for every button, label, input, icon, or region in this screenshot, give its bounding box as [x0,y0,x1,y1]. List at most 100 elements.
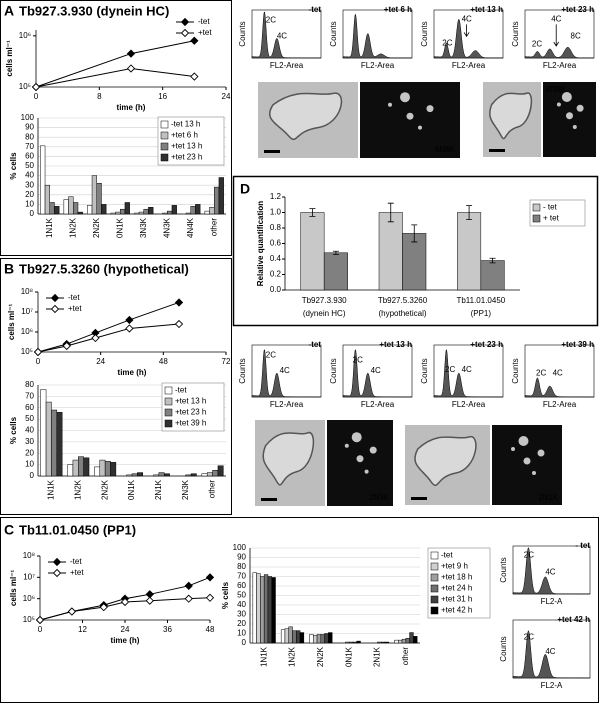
y-tick-label: 0.0 [270,285,282,294]
stained-spot [572,125,577,129]
y-tick-label: 0.8 [270,223,282,232]
y-tick-label: 60 [25,403,34,412]
data-point [174,298,184,307]
cell-outline [268,92,343,141]
legend-label: +tet 6 h [171,131,198,140]
stained-spot [426,105,434,113]
y-tick-label: 80 [25,132,34,141]
bar [256,573,261,644]
legend-label: +tet 24 h [441,584,472,593]
bar [377,641,382,644]
fluorescence-image [360,82,460,158]
legend-swatch [430,595,439,604]
x-tick-label: 0 [38,625,43,634]
bar [44,184,50,215]
legend-swatch [532,214,541,223]
bar [345,641,350,644]
bar [45,401,52,477]
peak-label: 2C [524,633,534,642]
y-tick-label: 10⁸ [23,551,35,560]
y-axis-label: % cells [9,416,18,444]
bar [323,252,348,291]
y-tick-label: 0.4 [270,254,282,263]
bar [263,574,269,644]
histogram-x-label: FL2-A [541,597,563,606]
x-tick-label: 3N3K [139,217,148,238]
micrograph-label: 6N6K [435,145,456,154]
bar [218,177,224,215]
bar [143,208,149,215]
error-bar [309,208,316,217]
bar [158,472,165,477]
x-tick-label: 2N2K [92,217,101,238]
micrograph-label: 2N3K [369,493,390,502]
bar [131,473,138,477]
bar [217,465,224,477]
legend-frame [157,116,225,166]
x-tick-label: 2N1K [373,646,382,667]
x-tick-label: 4N4K [186,217,195,238]
data-point [190,72,199,81]
stained-spot [356,455,364,463]
stained-spot [518,436,529,446]
stained-spot [418,125,422,130]
legend-label: +tet [70,568,84,577]
y-tick-label: 30 [25,180,34,189]
y-tick-label: 20 [237,619,246,628]
y-tick-label: 60 [25,152,34,161]
stained-spot [351,432,362,443]
y-tick-label: 70 [25,391,34,400]
bar [212,470,219,477]
x-tick-sublabel: (hypothetical) [378,309,426,318]
y-tick-label: 50 [25,414,34,423]
legend-frame [161,382,225,432]
bar [126,474,133,477]
histogram-y-label: Counts [329,21,338,46]
legend-label: -tet [70,557,82,566]
scale-bar [489,149,505,152]
histogram-title: +tet 13 h [470,5,503,14]
y-tick-label: 1.2 [270,192,282,201]
y-tick-label: 40 [25,426,34,435]
bar [185,212,192,215]
x-tick-label: 0 [36,357,41,366]
histogram-y-label: Counts [329,358,338,383]
peak-label: 2C [536,369,546,378]
bar [96,183,102,215]
peak-label: 4C [553,369,563,378]
data-point [31,82,41,92]
x-axis-label: time (h) [118,368,147,377]
bar [409,632,414,644]
y-tick-label: 10⁵ [19,82,31,91]
y-axis-label: cells ml⁻¹ [5,40,14,77]
legend-label: +tet 31 h [441,595,472,604]
bar [328,632,333,644]
bar [309,634,314,644]
x-tick-label: 24 [222,92,231,101]
y-tick-label: 30 [25,437,34,446]
legend-marker [52,557,62,567]
histogram-x-label: FL2-Area [452,400,486,409]
bar [104,460,111,477]
panel-letter: C [4,522,14,538]
error-bar [466,205,473,220]
x-tick-label: 1N1K [259,646,268,667]
y-tick-label: 10⁷ [21,307,33,316]
x-tick-label: 1N2K [288,646,297,667]
panel-title: Tb927.3.930 (dynein HC) [19,3,169,18]
bar [51,409,58,477]
bar [324,633,329,644]
y-tick-label: 100 [233,543,247,552]
histogram-x-label: FL2-A [541,681,563,690]
y-tick-label: 0.2 [270,270,282,279]
legend-marker [50,293,60,303]
histogram-x-label: FL2-Area [543,61,577,70]
micrograph-label: 8N8K [546,85,567,94]
x-tick-label: 12 [78,625,87,634]
bar [260,576,265,644]
bar [137,472,143,477]
stained-spot [566,112,573,120]
stained-spot [576,104,584,112]
bar [91,175,98,215]
